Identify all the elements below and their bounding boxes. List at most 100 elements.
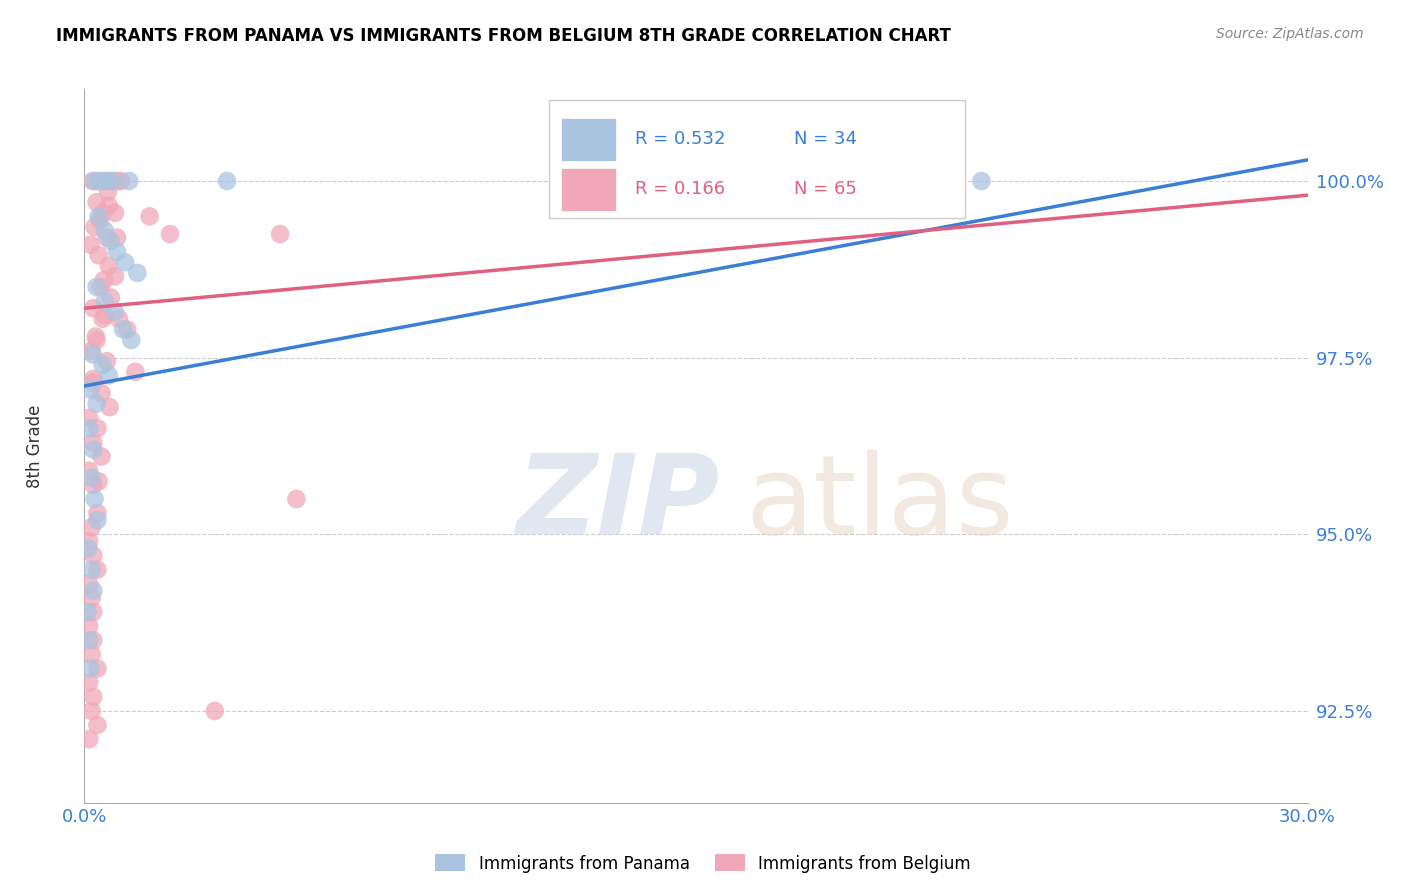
Point [87, 248, 110, 262]
Point [83, 174, 105, 188]
Point [100, 234, 122, 248]
Point [77, 534, 100, 549]
Point [970, 174, 993, 188]
Text: 8th Grade: 8th Grade [27, 404, 44, 488]
Text: N = 65: N = 65 [794, 180, 856, 198]
Point [82, 435, 104, 450]
Point [90, 174, 112, 188]
Point [110, 174, 132, 188]
Text: R = 0.166: R = 0.166 [636, 180, 725, 198]
Point [80, 648, 103, 662]
Point [86, 513, 108, 527]
Legend: Immigrants from Panama, Immigrants from Belgium: Immigrants from Panama, Immigrants from … [429, 847, 977, 880]
Point [87, 174, 110, 188]
Point [82, 347, 104, 361]
Point [91, 311, 114, 326]
Bar [561, 118, 616, 161]
Point [82, 583, 104, 598]
Point [217, 174, 239, 188]
Point [105, 174, 128, 188]
Text: R = 0.532: R = 0.532 [636, 130, 725, 148]
Point [86, 396, 108, 410]
Point [86, 662, 108, 676]
Point [86, 421, 108, 435]
Point [80, 343, 103, 358]
Point [86, 195, 108, 210]
Point [90, 386, 112, 401]
Point [91, 206, 114, 220]
Point [77, 541, 100, 556]
Point [79, 237, 101, 252]
Point [159, 227, 181, 241]
Bar [561, 168, 616, 211]
Point [114, 255, 136, 269]
Point [77, 576, 100, 591]
Point [269, 227, 291, 241]
Point [97, 185, 120, 199]
Point [93, 223, 115, 237]
Point [77, 464, 100, 478]
Point [93, 174, 115, 188]
Point [138, 210, 160, 224]
Point [97, 259, 120, 273]
Point [80, 704, 103, 718]
Point [79, 662, 101, 676]
Point [82, 174, 104, 188]
Point [77, 633, 100, 648]
Point [86, 333, 108, 347]
Point [77, 675, 100, 690]
Point [76, 605, 98, 619]
Point [127, 266, 149, 280]
Point [80, 591, 103, 605]
Point [91, 358, 114, 372]
Point [77, 421, 100, 435]
Point [87, 210, 110, 224]
Point [80, 471, 103, 485]
Point [98, 400, 121, 414]
Point [101, 174, 124, 188]
Point [87, 475, 110, 489]
Text: Source: ZipAtlas.com: Source: ZipAtlas.com [1216, 27, 1364, 41]
Text: N = 34: N = 34 [794, 130, 856, 148]
Point [124, 365, 146, 379]
Point [82, 690, 104, 704]
Point [77, 410, 100, 425]
Text: ZIP: ZIP [517, 450, 720, 557]
Point [77, 619, 100, 633]
Point [105, 230, 128, 244]
Point [83, 491, 105, 506]
Text: IMMIGRANTS FROM PANAMA VS IMMIGRANTS FROM BELGIUM 8TH GRADE CORRELATION CHART: IMMIGRANTS FROM PANAMA VS IMMIGRANTS FRO… [56, 27, 950, 45]
Point [86, 506, 108, 520]
Point [285, 491, 308, 506]
Point [97, 368, 120, 383]
Point [112, 322, 135, 336]
Point [86, 718, 108, 732]
Point [82, 301, 104, 316]
Point [93, 308, 115, 322]
Point [83, 219, 105, 234]
Point [100, 174, 122, 188]
Point [115, 322, 138, 336]
Point [82, 442, 104, 457]
Point [96, 230, 118, 244]
Point [77, 732, 100, 747]
Point [100, 291, 122, 305]
Point [96, 354, 118, 368]
Point [82, 376, 104, 390]
Point [120, 333, 142, 347]
Point [104, 269, 127, 284]
Point [82, 478, 104, 492]
Point [105, 244, 128, 259]
Point [96, 174, 118, 188]
Point [84, 329, 107, 343]
Point [93, 273, 115, 287]
Point [86, 280, 108, 294]
Point [204, 704, 226, 718]
FancyBboxPatch shape [550, 100, 965, 218]
Point [82, 633, 104, 648]
Point [90, 450, 112, 464]
Point [80, 563, 103, 577]
Point [82, 549, 104, 563]
Text: atlas: atlas [745, 450, 1014, 557]
Point [89, 213, 111, 227]
